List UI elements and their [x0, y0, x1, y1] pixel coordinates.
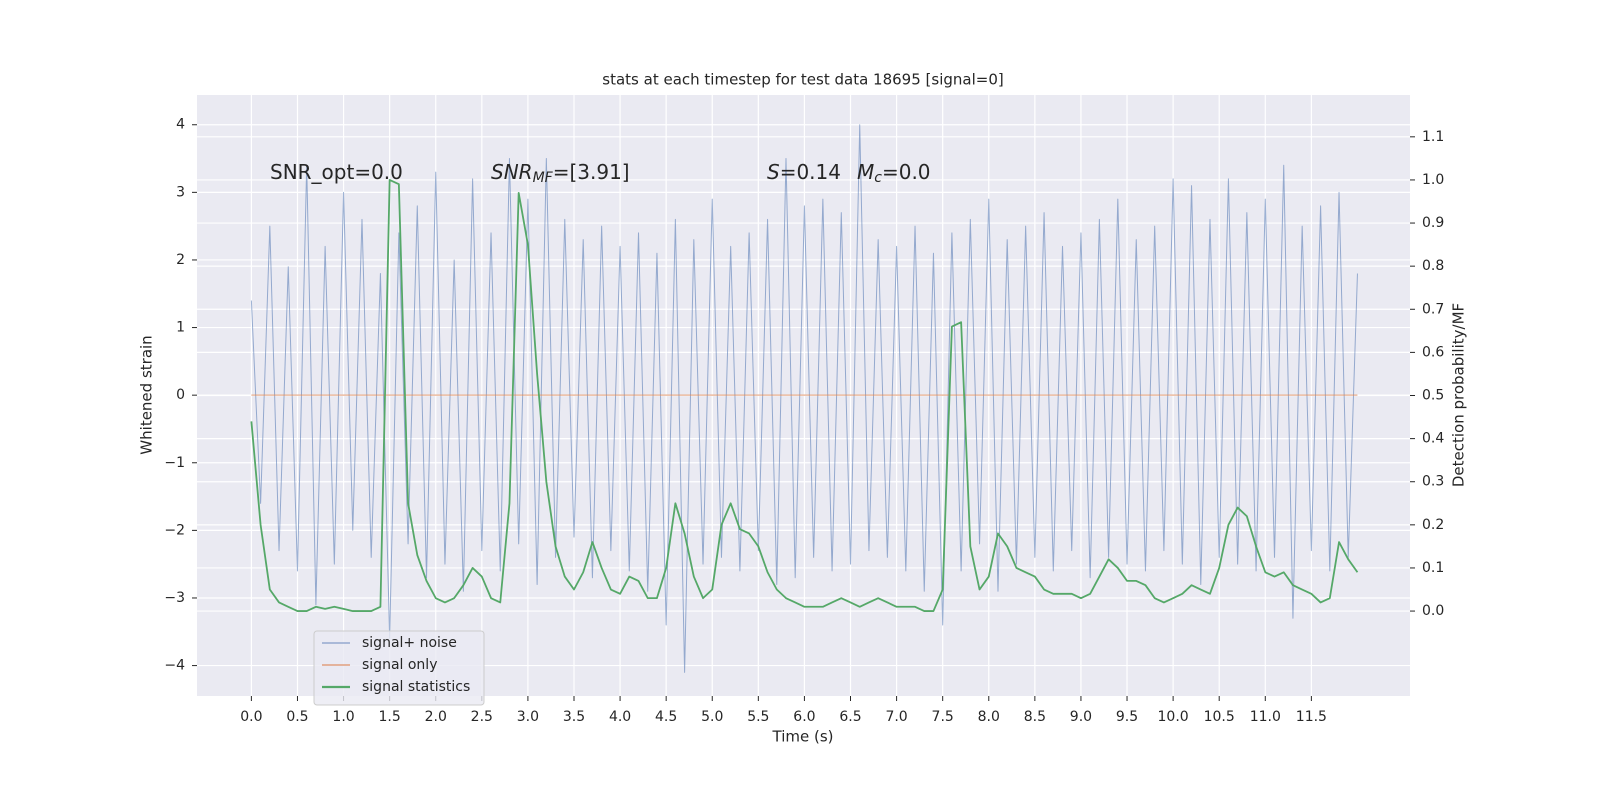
y-axis-label: Whitened strain — [138, 335, 156, 454]
x-tick-label: 1.0 — [332, 709, 354, 725]
y-tick-label: −2 — [164, 522, 185, 538]
legend-label: signal statistics — [362, 679, 470, 695]
x-tick-label: 8.0 — [978, 709, 1000, 725]
annotation: SNR_opt=0.0 — [270, 160, 403, 184]
y2-tick-label: 0.4 — [1422, 431, 1444, 447]
y2-tick-label: 0.6 — [1422, 344, 1444, 360]
annotation-part: SNR — [491, 160, 533, 184]
x-tick-label: 1.5 — [379, 709, 401, 725]
annotation-part: =0.0 — [882, 160, 931, 184]
legend: signal+ noise signal only signal statistic… — [313, 630, 485, 706]
legend-label: signal only — [362, 657, 437, 673]
x-tick-label: 5.0 — [701, 709, 723, 725]
x-tick-label: 6.0 — [793, 709, 815, 725]
y-tick-label: −3 — [164, 590, 185, 606]
y2-tick-label: 0.8 — [1422, 258, 1444, 274]
y2-tick-label: 0.7 — [1422, 301, 1444, 317]
x-tick-label: 2.0 — [425, 709, 447, 725]
y2-tick-label: 1.1 — [1422, 129, 1444, 145]
x-tick-label: 4.0 — [609, 709, 631, 725]
x-tick-label: 9.5 — [1116, 709, 1138, 725]
y2-tick-label: 0.2 — [1422, 517, 1444, 533]
x-tick-label: 10.5 — [1204, 709, 1235, 725]
x-tick-label: 9.0 — [1070, 709, 1092, 725]
annotation-part: S — [767, 160, 780, 184]
x-tick-label: 7.0 — [885, 709, 907, 725]
x-tick-label: 11.0 — [1250, 709, 1281, 725]
annotation: S=0.14 Mc=0.0 — [767, 160, 931, 187]
y-tick-label: −4 — [164, 658, 185, 674]
x-tick-label: 11.5 — [1296, 709, 1327, 725]
legend-label: signal+ noise — [362, 635, 457, 651]
x-tick-label: 3.0 — [517, 709, 539, 725]
legend-box — [313, 630, 485, 706]
y2-tick-label: 1.0 — [1422, 172, 1444, 188]
y2-tick-label: 0.1 — [1422, 560, 1444, 576]
chart-title: stats at each timestep for test data 186… — [602, 71, 1003, 89]
y2-tick-label: 0.3 — [1422, 474, 1444, 490]
annotation-part: =0.14 — [780, 160, 841, 184]
y2-tick-label: 0.0 — [1422, 603, 1444, 619]
series-line — [250, 124, 1358, 673]
annotation-part: MF — [533, 170, 554, 186]
x-tick-label: 7.5 — [932, 709, 954, 725]
x-tick-label: 5.5 — [747, 709, 769, 725]
y-tick-label: 0 — [176, 387, 185, 403]
y-tick-label: 4 — [176, 117, 185, 133]
annotation-part: M — [857, 160, 874, 184]
x-axis-label: Time (s) — [772, 728, 834, 746]
y-tick-label: 3 — [176, 184, 185, 200]
annotation: SNRMF=[3.91] — [491, 160, 630, 187]
x-tick-label: 8.5 — [1024, 709, 1046, 725]
annotation-part: =[3.91] — [553, 160, 630, 184]
x-tick-label: 0.5 — [286, 709, 308, 725]
x-tick-label: 4.5 — [655, 709, 677, 725]
y2-axis-label: Detection probability/MF — [1450, 303, 1468, 487]
x-tick-label: 2.5 — [471, 709, 493, 725]
x-tick-label: 3.5 — [563, 709, 585, 725]
x-tick-label: 6.5 — [839, 709, 861, 725]
y-tick-label: 1 — [176, 320, 185, 336]
y-tick-label: −1 — [164, 455, 185, 471]
y2-tick-label: 0.9 — [1422, 215, 1444, 231]
annotation-part: SNR_opt=0.0 — [270, 160, 403, 184]
x-tick-label: 10.0 — [1158, 709, 1189, 725]
marks — [250, 124, 1359, 673]
y2-tick-label: 0.5 — [1422, 388, 1444, 404]
series-line — [250, 179, 1359, 612]
x-tick-label: 0.0 — [240, 709, 262, 725]
annotation-part: c — [874, 170, 882, 186]
y-tick-label: 2 — [176, 252, 185, 268]
